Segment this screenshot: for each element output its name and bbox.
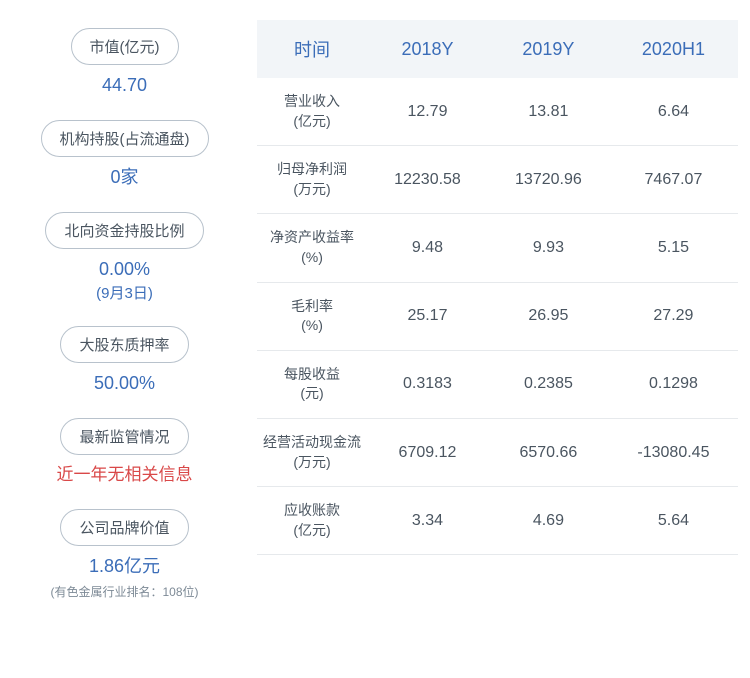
value-cell: 9.93 — [488, 214, 609, 282]
metric-unit: (%) — [263, 316, 361, 336]
value-cell: 13.81 — [488, 78, 609, 146]
table-row: 归母净利润 (万元) 12230.5813720.967467.07 — [257, 146, 738, 214]
metric-name: 净资产收益率 — [270, 229, 354, 245]
metric-name: 经营活动现金流 — [263, 434, 361, 450]
metric-cell: 毛利率 (%) — [257, 282, 367, 350]
value-cell: 0.3183 — [367, 350, 488, 418]
metric-unit: (亿元) — [263, 521, 361, 541]
value-cell: 7467.07 — [609, 146, 738, 214]
metric-name: 归母净利润 — [277, 161, 347, 177]
col-header-2019: 2019Y — [488, 20, 609, 78]
value-cell: 6570.66 — [488, 418, 609, 486]
metric-cell: 归母净利润 (万元) — [257, 146, 367, 214]
stat-value-northbound-main: 0.00% — [99, 259, 150, 279]
value-cell: 12.79 — [367, 78, 488, 146]
metric-unit: (亿元) — [263, 112, 361, 132]
financials-panel: 时间 2018Y 2019Y 2020H1 营业收入 (亿元) 12.7913.81… — [237, 20, 738, 666]
metric-cell: 经营活动现金流 (万元) — [257, 418, 367, 486]
col-header-2018: 2018Y — [367, 20, 488, 78]
stat-pill-northbound: 北向资金持股比例 — [45, 212, 203, 249]
stat-value-regulatory: 近一年无相关信息 — [57, 463, 193, 487]
value-cell: 27.29 — [609, 282, 738, 350]
table-header-row: 时间 2018Y 2019Y 2020H1 — [257, 20, 738, 78]
value-cell: 6.64 — [609, 78, 738, 146]
stat-pill-pledge: 大股东质押率 — [60, 326, 188, 363]
value-cell: 26.95 — [488, 282, 609, 350]
metric-unit: (万元) — [263, 453, 361, 473]
value-cell: 5.64 — [609, 487, 738, 555]
table-row: 应收账款 (亿元) 3.344.695.64 — [257, 487, 738, 555]
metric-cell: 每股收益 (元) — [257, 350, 367, 418]
table-row: 营业收入 (亿元) 12.7913.816.64 — [257, 78, 738, 146]
metric-unit: (%) — [263, 248, 361, 268]
value-cell: 5.15 — [609, 214, 738, 282]
value-cell: -13080.45 — [609, 418, 738, 486]
value-cell: 12230.58 — [367, 146, 488, 214]
col-header-time: 时间 — [257, 20, 367, 78]
value-cell: 0.1298 — [609, 350, 738, 418]
stat-value-pledge: 50.00% — [94, 371, 155, 396]
value-cell: 13720.96 — [488, 146, 609, 214]
stat-pill-institutional: 机构持股(占流通盘) — [41, 120, 209, 157]
table-row: 每股收益 (元) 0.31830.23850.1298 — [257, 350, 738, 418]
stat-value-brand: 1.86亿元 — [89, 554, 160, 579]
table-row: 毛利率 (%) 25.1726.9527.29 — [257, 282, 738, 350]
metric-cell: 营业收入 (亿元) — [257, 78, 367, 146]
table-body: 营业收入 (亿元) 12.7913.816.64 归母净利润 (万元) 12230.581… — [257, 78, 738, 555]
metric-unit: (万元) — [263, 180, 361, 200]
stat-value-institutional: 0家 — [110, 165, 138, 190]
col-header-2020h1: 2020H1 — [609, 20, 738, 78]
value-cell: 0.2385 — [488, 350, 609, 418]
metric-name: 每股收益 — [284, 366, 340, 382]
value-cell: 25.17 — [367, 282, 488, 350]
table-row: 经营活动现金流 (万元) 6709.126570.66-13080.45 — [257, 418, 738, 486]
stat-pill-market-cap: 市值(亿元) — [71, 28, 179, 65]
financials-table: 时间 2018Y 2019Y 2020H1 营业收入 (亿元) 12.7913.81… — [257, 20, 738, 555]
value-cell: 3.34 — [367, 487, 488, 555]
value-cell: 9.48 — [367, 214, 488, 282]
key-stats-sidebar: 市值(亿元) 44.70 机构持股(占流通盘) 0家 北向资金持股比例 0.00… — [12, 20, 237, 666]
metric-name: 应收账款 — [284, 502, 340, 518]
value-cell: 6709.12 — [367, 418, 488, 486]
stat-pill-regulatory: 最新监管情况 — [60, 418, 188, 455]
stat-value-market-cap: 44.70 — [102, 73, 147, 98]
stat-footnote-brand: (有色金属行业排名：108位) — [50, 583, 198, 600]
metric-unit: (元) — [263, 384, 361, 404]
value-cell: 4.69 — [488, 487, 609, 555]
table-row: 净资产收益率 (%) 9.489.935.15 — [257, 214, 738, 282]
stat-value-northbound-sub: (9月3日) — [96, 283, 153, 304]
stat-pill-brand: 公司品牌价值 — [60, 509, 188, 546]
metric-name: 营业收入 — [284, 93, 340, 109]
metric-cell: 净资产收益率 (%) — [257, 214, 367, 282]
metric-name: 毛利率 — [291, 298, 333, 314]
stat-value-northbound: 0.00% (9月3日) — [96, 257, 153, 303]
metric-cell: 应收账款 (亿元) — [257, 487, 367, 555]
